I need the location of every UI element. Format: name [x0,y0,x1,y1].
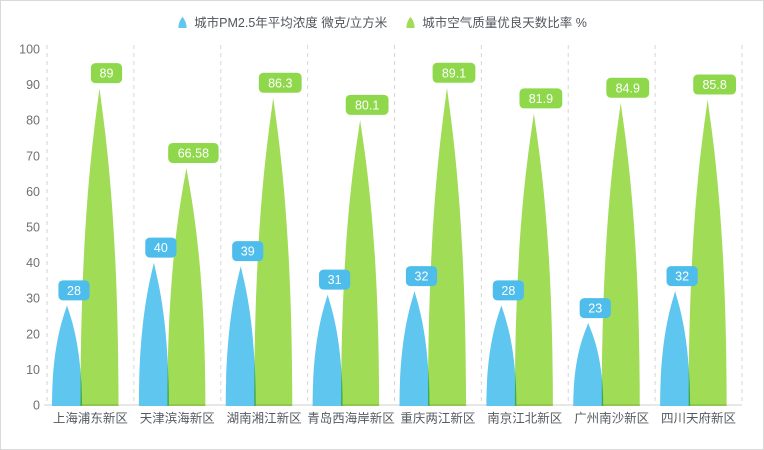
y-axis-tick-label: 30 [26,292,40,306]
data-label-badge [258,72,302,93]
x-axis-category-label: 四川天府新区 [661,411,736,426]
data-label-value: 80.1 [355,98,379,112]
data-label-badge [579,298,611,319]
y-axis-tick-label: 0 [33,399,40,413]
data-label-value: 23 [588,302,602,316]
bar-aqi-days[interactable] [688,99,727,406]
data-label-badge [492,280,524,301]
bar-pm25[interactable] [660,291,691,406]
data-label-badge [232,241,264,262]
data-label-value: 40 [154,241,168,255]
data-label-badge [319,269,351,290]
x-axis-category-label: 天津滨海新区 [140,411,215,426]
data-label-value: 32 [675,270,689,284]
data-label-badge [90,63,123,84]
data-label-badge [58,280,90,301]
bar-pm25[interactable] [312,294,343,406]
data-label-badge [405,266,438,287]
chart-legend: 城市PM2.5年平均浓度 微克/立方米 城市空气质量优良天数比率 % [1,12,763,31]
data-label-value: 39 [241,245,255,259]
bar-aqi-days[interactable] [341,119,380,407]
data-label-value: 86.3 [268,76,292,90]
data-label-value: 81.9 [529,92,553,106]
bar-pm25[interactable] [399,291,430,406]
data-label-badge [606,77,650,98]
y-axis-tick-label: 70 [26,149,40,163]
data-label-badge [693,74,737,95]
aqi-days-series-marker-icon [406,16,415,28]
legend-item-aqi-days[interactable]: 城市空气质量优良天数比率 % [405,12,587,31]
data-label-badge [145,237,177,258]
data-label-badge [345,94,389,115]
bar-aqi-days[interactable] [428,87,466,406]
data-label-badge [168,142,219,163]
y-axis-tick-label: 80 [26,114,40,128]
pm25-series-marker-icon [178,16,187,28]
bar-aqi-days[interactable] [167,167,206,406]
data-label-value: 89.1 [442,66,466,80]
bar-pm25[interactable] [52,305,82,406]
bar-aqi-days[interactable] [80,88,119,406]
legend-label-aqi-days: 城市空气质量优良天数比率 % [422,16,587,30]
y-axis-tick-label: 40 [26,256,40,270]
data-label-value: 31 [328,273,342,287]
data-label-value: 66.58 [178,146,209,160]
bar-pm25[interactable] [225,266,256,406]
y-axis-tick-label: 50 [26,221,40,235]
y-axis-tick-label: 90 [26,78,40,92]
x-axis-category-label: 南京江北新区 [487,411,562,426]
data-label-value: 89 [100,67,114,81]
x-axis-category-label: 重庆两江新区 [400,411,475,426]
y-axis-tick-label: 20 [26,327,40,341]
data-label-badge [432,62,476,83]
data-label-value: 32 [415,270,429,284]
x-axis-category-label: 上海浦东新区 [53,411,128,426]
data-label-badge [519,88,563,109]
x-axis-category-label: 湖南湘江新区 [227,411,302,426]
x-axis-category-label: 青岛西海岸新区 [307,411,395,426]
x-axis-category-label: 广州南沙新区 [574,411,649,426]
bar-aqi-days[interactable] [254,97,293,406]
bar-aqi-days[interactable] [601,102,640,407]
bar-aqi-days[interactable] [514,113,553,406]
bar-pm25[interactable] [138,262,169,406]
data-label-value: 85.8 [702,78,726,92]
y-axis-tick-label: 100 [19,43,40,57]
y-axis-tick-label: 10 [26,363,40,377]
data-label-value: 28 [67,284,81,298]
data-label-badge [666,266,698,287]
data-label-value: 84.9 [616,81,640,95]
legend-item-pm25[interactable]: 城市PM2.5年平均浓度 微克/立方米 [177,12,387,31]
legend-label-pm25: 城市PM2.5年平均浓度 微克/立方米 [194,16,388,30]
data-label-value: 28 [501,284,515,298]
bar-pm25[interactable] [573,323,604,406]
y-axis-tick-label: 60 [26,185,40,199]
bar-pm25[interactable] [486,305,517,406]
